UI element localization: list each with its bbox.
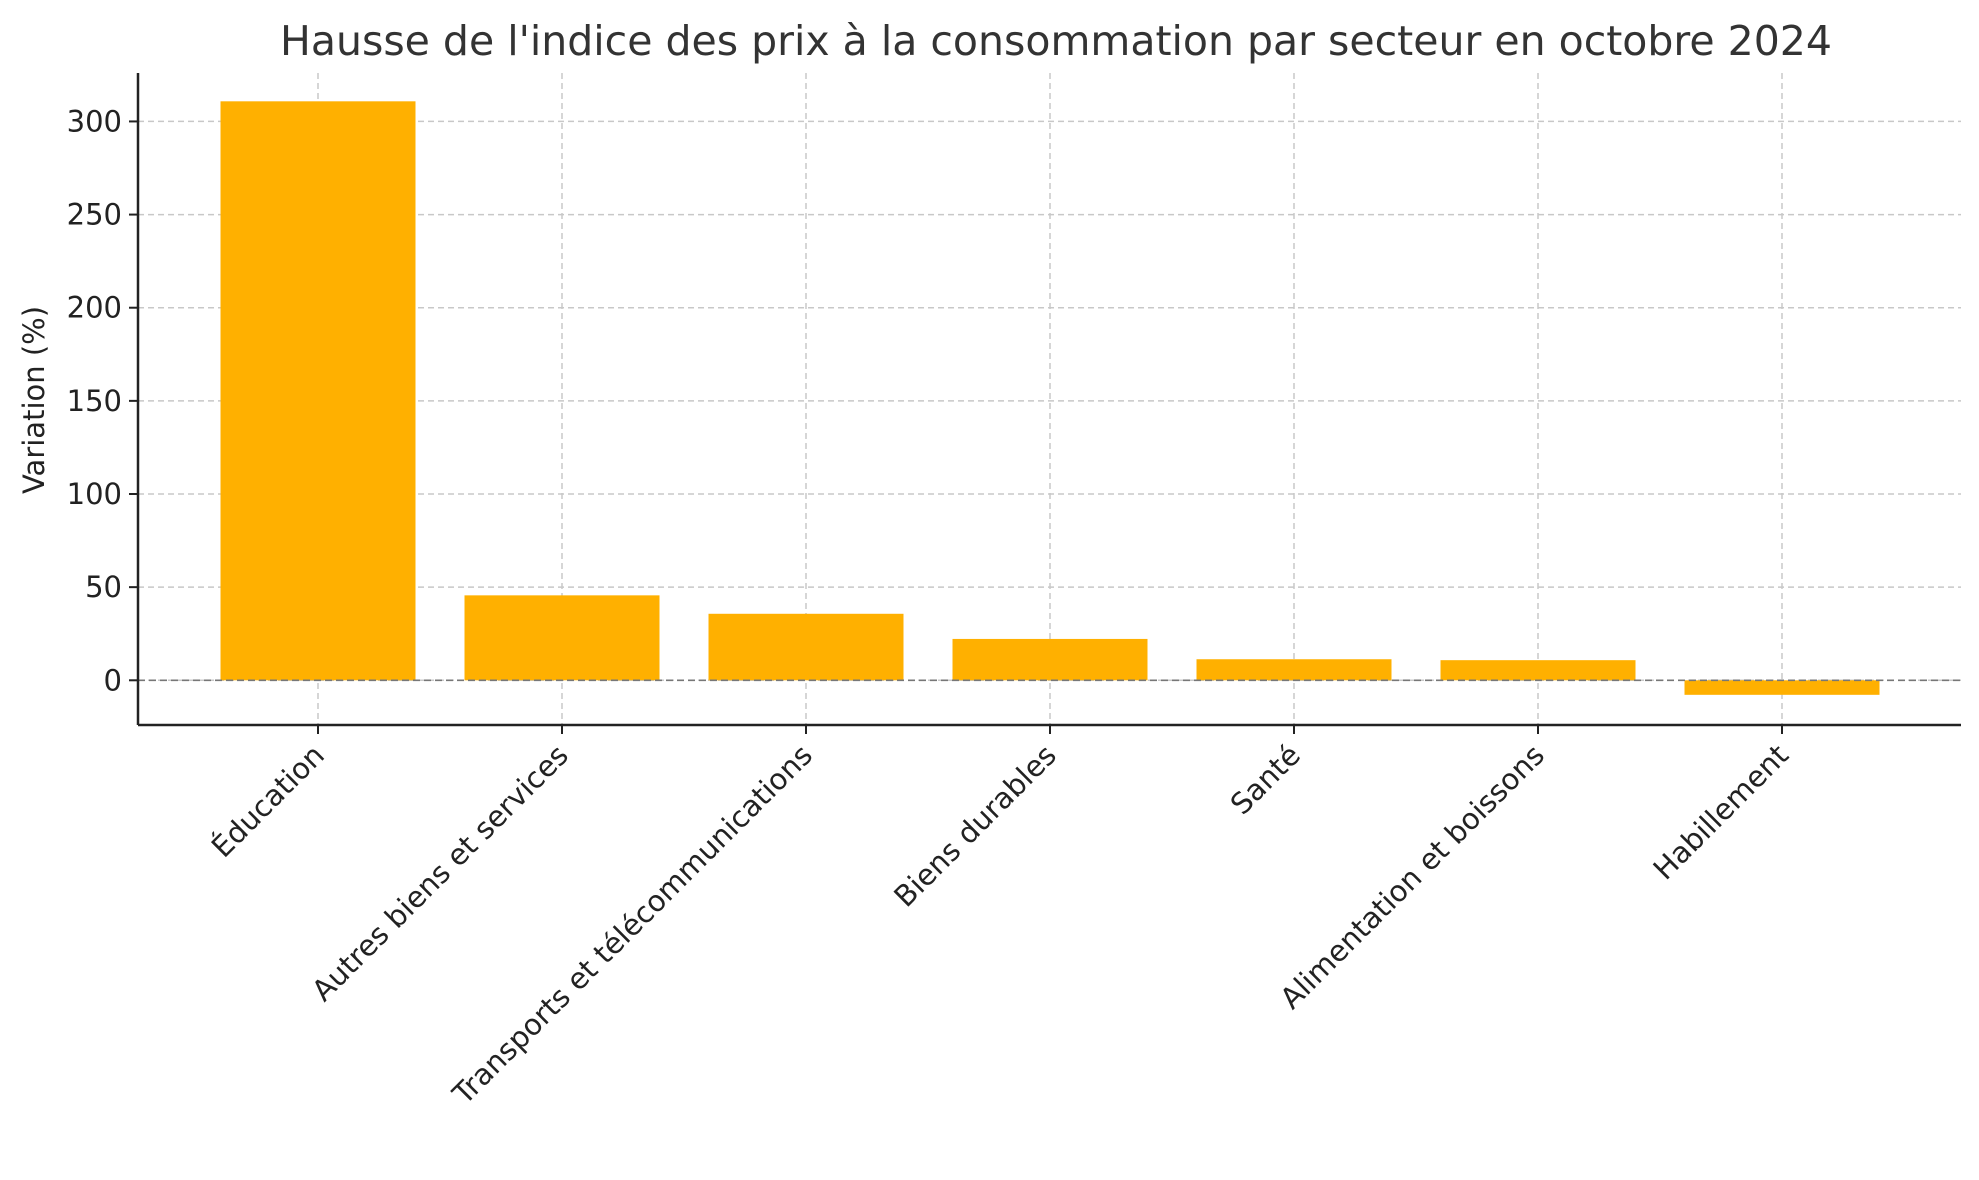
bar <box>952 638 1148 681</box>
y-tick-label: 150 <box>67 384 122 418</box>
x-tick-label: Biens durables <box>887 738 1063 914</box>
x-tick-label: Autres biens et services <box>305 738 575 1008</box>
bar <box>1684 680 1880 695</box>
bar <box>1196 659 1392 681</box>
x-tick-label: Éducation <box>205 738 331 864</box>
y-tick-label: 300 <box>67 104 122 138</box>
x-tick-label: Habillement <box>1647 738 1795 886</box>
bar <box>708 613 904 681</box>
bars <box>138 101 1961 695</box>
bar <box>220 101 416 681</box>
bar <box>464 595 660 681</box>
y-axis-label: Variation (%) <box>17 306 51 494</box>
x-tick-label: Alimentation et boissons <box>1273 738 1550 1015</box>
y-tick-label: 200 <box>67 291 122 325</box>
y-tick-label: 250 <box>67 198 122 232</box>
x-tick-label: Santé <box>1224 738 1307 821</box>
y-tick-label: 50 <box>85 570 122 604</box>
bar <box>1440 660 1636 681</box>
y-ticks: 0 50 100 150 200 250 300 <box>67 104 138 697</box>
chart-title: Hausse de l'indice des prix à la consomm… <box>280 17 1832 65</box>
y-tick-label: 100 <box>67 477 122 511</box>
y-tick-label: 0 <box>104 663 122 697</box>
